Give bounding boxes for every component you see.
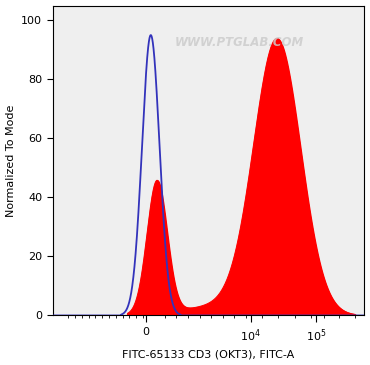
Text: WWW.PTGLAB.COM: WWW.PTGLAB.COM <box>175 36 304 49</box>
Y-axis label: Normalized To Mode: Normalized To Mode <box>6 104 16 217</box>
X-axis label: FITC-65133 CD3 (OKT3), FITC-A: FITC-65133 CD3 (OKT3), FITC-A <box>122 349 295 360</box>
